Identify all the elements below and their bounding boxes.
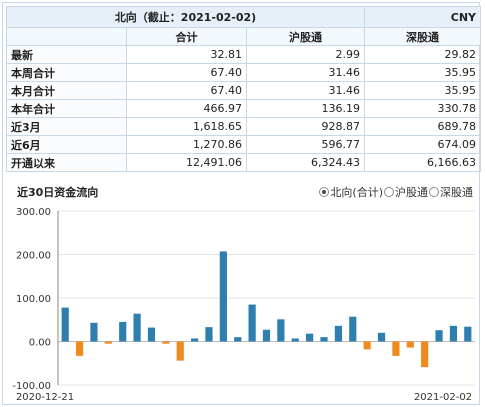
cell-total: 466.97 [126,99,247,118]
radio-unselected-icon[interactable] [429,187,439,197]
bar [262,329,271,342]
bar [392,341,400,356]
cell-shanghai: 6,324.43 [245,153,366,172]
radio-label: 沪股通 [395,186,428,199]
bar [219,251,227,342]
cell-total: 12,491.06 [126,153,247,172]
cell-shanghai: 928.87 [245,117,366,136]
radio-unselected-icon[interactable] [384,187,394,197]
cell-shenzhen: 330.78 [364,99,482,118]
radio-northbound-total[interactable]: 北向(合计) [319,184,383,200]
cell-shanghai: 31.46 [245,63,366,82]
table-row: 开通以来 12,491.06 6,324.43 6,166.63 [6,153,482,172]
table-title: 北向（截止：2021-02-02) [5,6,366,28]
table-header-row: 合计 沪股通 深股通 [6,27,482,46]
cell-shenzhen: 6,166.63 [364,153,482,172]
table-row: 近3月 1,618.65 928.87 689.78 [6,117,482,136]
bar [176,341,184,361]
cell-total: 32.81 [126,45,247,64]
bar [377,332,386,342]
cell-total: 1,270.86 [126,135,247,154]
y-tick-label: 100.00 [16,294,51,305]
table-row: 本周合计 67.40 31.46 35.95 [6,63,482,82]
table-title-row: 北向（截止：2021-02-02) CNY [5,6,482,28]
bar [104,341,112,344]
cell-shenzhen: 689.78 [364,117,482,136]
cell-shenzhen: 35.95 [364,81,482,100]
cell-shenzhen: 29.82 [364,45,482,64]
cell-shanghai: 2.99 [245,45,366,64]
row-label: 开通以来 [6,153,127,172]
row-label: 最新 [6,45,127,64]
column-header-shenzhen: 深股通 [364,27,482,46]
bar [277,319,285,342]
bar [75,341,84,356]
cell-shanghai: 596.77 [245,135,366,154]
bar [464,326,472,342]
cell-shanghai: 31.46 [245,81,366,100]
row-label: 近6月 [6,135,127,154]
table-row: 最新 32.81 2.99 29.82 [6,45,482,64]
bar [234,337,242,342]
bar [90,322,98,342]
row-label: 本年合计 [6,99,127,118]
cell-shenzhen: 35.95 [364,63,482,82]
table-row: 本月合计 67.40 31.46 35.95 [6,81,482,100]
series-radio-group: 北向(合计) 沪股通 深股通 [319,184,473,200]
bar [119,321,127,342]
radio-label: 深股通 [440,186,473,199]
bar [363,341,371,350]
bar [320,337,328,342]
bar [334,325,342,342]
column-header-shanghai: 沪股通 [245,27,366,46]
row-label: 近3月 [6,117,127,136]
bar [61,307,69,342]
bar [421,341,429,368]
radio-selected-icon[interactable] [319,187,330,197]
radio-shanghai[interactable]: 沪股通 [384,184,428,200]
header-empty [6,27,127,46]
radio-shenzhen[interactable]: 深股通 [429,184,473,200]
cell-shanghai: 136.19 [245,99,366,118]
x-start-label: 2020-12-21 [16,392,74,403]
bar [449,325,458,342]
bar [349,316,357,342]
table-row: 近6月 1,270.86 596.77 674.09 [6,135,482,154]
cell-total: 67.40 [126,63,247,82]
bar [133,313,141,342]
row-label: 本周合计 [6,63,127,82]
column-header-total: 合计 [126,27,247,46]
x-end-label: 2021-02-02 [414,392,472,403]
bar [435,330,443,342]
cell-shenzhen: 674.09 [364,135,482,154]
currency-label: CNY [364,6,482,28]
cell-total: 1,618.65 [126,117,247,136]
bar [162,341,170,344]
bar [248,304,256,342]
bar [147,327,156,342]
table-row: 本年合计 466.97 136.19 330.78 [6,99,482,118]
summary-table: 北向（截止：2021-02-02) CNY 合计 沪股通 深股通 最新 32.8… [5,6,482,172]
bar [191,338,199,342]
northbound-panel: 北向（截止：2021-02-02) CNY 合计 沪股通 深股通 最新 32.8… [2,2,482,405]
y-tick-label: 200.00 [16,251,51,262]
row-label: 本月合计 [6,81,127,100]
cell-total: 67.40 [126,81,247,100]
bar [406,341,414,348]
chart-header: 近30日资金流向 北向(合计) 沪股通 深股通 [11,184,477,200]
radio-label: 北向(合计) [330,186,383,199]
y-tick-label: -100.00 [12,381,51,392]
y-tick-label: 300.00 [16,207,51,218]
bar [291,338,299,342]
chart-title: 近30日资金流向 [17,186,99,199]
bar [205,327,213,342]
y-tick-label: 0.00 [29,338,51,349]
bar [306,333,314,342]
